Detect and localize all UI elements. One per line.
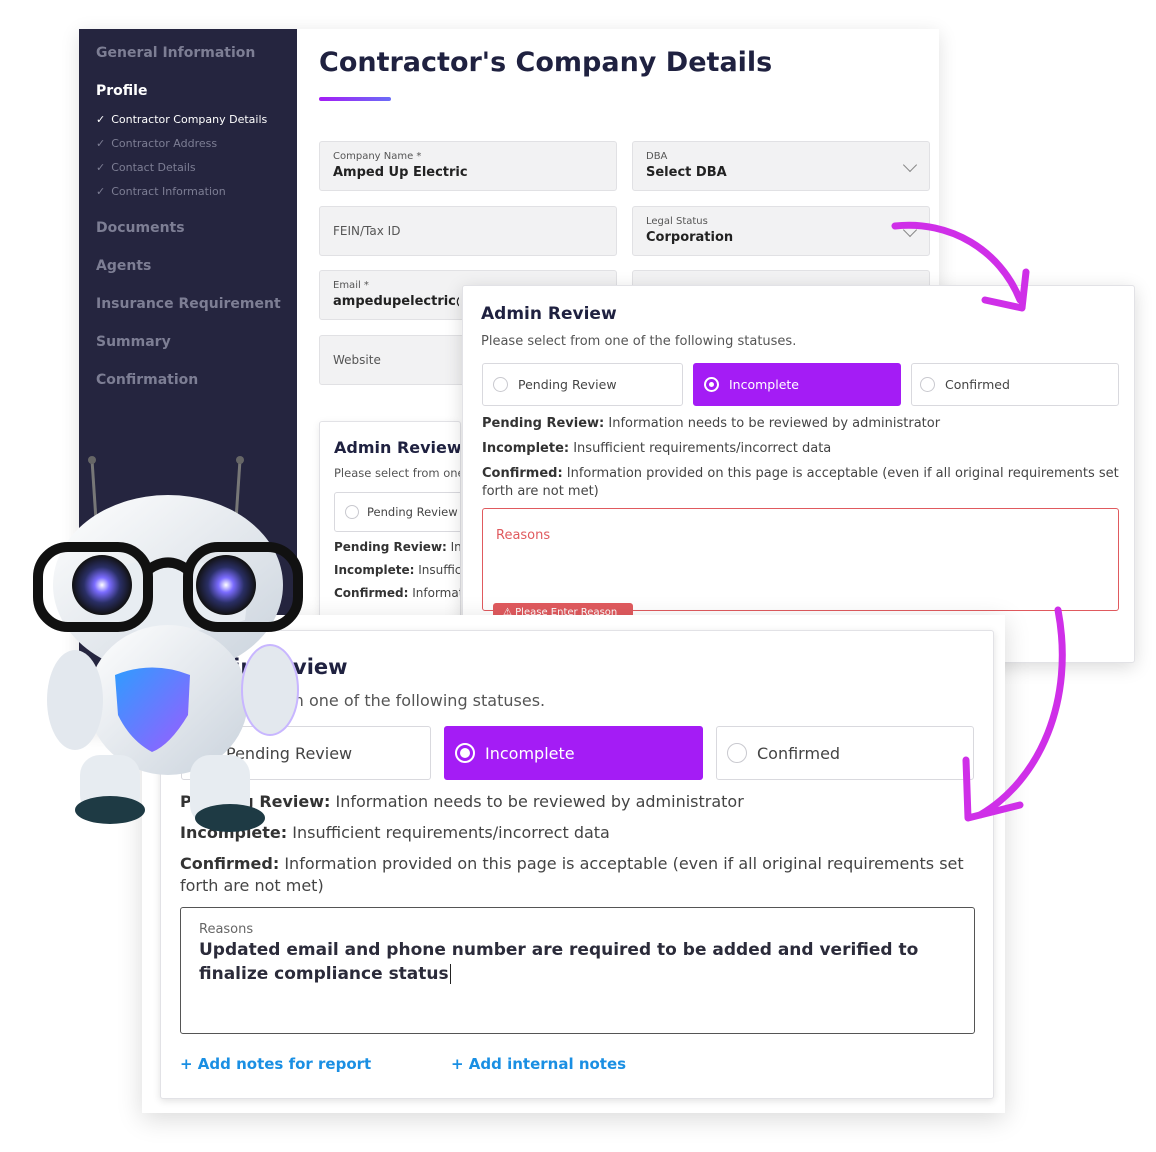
radio-selected-icon xyxy=(455,743,475,763)
add-notes-for-report-link[interactable]: + Add notes for report xyxy=(180,1055,372,1073)
warning-icon: ⚠ xyxy=(503,607,516,618)
incomplete-option[interactable]: Incomplete xyxy=(693,363,901,406)
review-title: Admin Review xyxy=(334,438,461,457)
radio-icon xyxy=(920,377,935,392)
radio-icon xyxy=(345,505,359,519)
sidebar-item-agents[interactable]: Agents xyxy=(96,258,152,274)
legal-status-select[interactable]: Legal Status Corporation xyxy=(632,206,930,256)
review-subtitle: Please select from one of the following … xyxy=(481,334,797,349)
confirmed-option[interactable]: Confirmed xyxy=(716,726,974,780)
arrowhead-icon xyxy=(981,268,1030,312)
check-icon: ✓ xyxy=(96,113,106,126)
admin-review-panel-filled: Admin Review Please select from one of t… xyxy=(157,630,994,1099)
reasons-textarea[interactable]: Reasons Updated email and phone number a… xyxy=(180,907,975,1034)
sidebar-subitem-contract-information[interactable]: ✓ Contract Information xyxy=(96,185,226,198)
company-name-field[interactable]: Company Name * Amped Up Electric xyxy=(319,141,617,191)
confirmed-desc: Confirmed: Information provided on this … xyxy=(482,466,1119,499)
review-title: Admin Review xyxy=(481,304,617,324)
sidebar-subitem-company-details[interactable]: ✓ Contractor Company Details xyxy=(96,113,268,126)
pending-review-option[interactable]: Pending Review xyxy=(482,363,683,406)
incomplete-option[interactable]: Incomplete xyxy=(444,726,703,780)
title-underline xyxy=(319,97,391,101)
radio-icon xyxy=(493,377,508,392)
confirmed-option[interactable]: Confirmed xyxy=(911,363,1119,406)
reasons-label: Reasons xyxy=(199,922,254,937)
sidebar-item-general-information[interactable]: General Information xyxy=(96,45,256,61)
check-icon: ✓ xyxy=(96,161,106,174)
sidebar-subitem-address[interactable]: ✓ Contractor Address xyxy=(96,137,218,150)
pending-desc: Pending Review: Information needs to be … xyxy=(482,416,941,431)
review-subtitle: Please select from one of the following … xyxy=(334,466,460,480)
reasons-value: Updated email and phone number are requi… xyxy=(199,940,919,984)
reasons-label: Reasons xyxy=(496,528,551,543)
check-icon: ✓ xyxy=(96,185,106,198)
arrowhead-icon xyxy=(962,756,1024,822)
pending-desc: Pending Review: Information needs to be … xyxy=(334,540,461,554)
reasons-textarea-error[interactable]: Reasons xyxy=(482,508,1119,611)
add-internal-notes-link[interactable]: + Add internal notes xyxy=(451,1055,627,1073)
sidebar-subitem-contact-details[interactable]: ✓ Contact Details xyxy=(96,161,196,174)
fein-field[interactable]: FEIN/Tax ID xyxy=(319,206,617,256)
confirmed-desc: Confirmed: Information provided on this … xyxy=(180,854,964,895)
incomplete-desc: Incomplete: Insufficient requirements/in… xyxy=(482,441,832,456)
page-title: Contractor's Company Details xyxy=(319,47,773,78)
sidebar-item-documents[interactable]: Documents xyxy=(96,220,185,236)
dba-select[interactable]: DBA Select DBA xyxy=(632,141,930,191)
robot-mascot-illustration xyxy=(33,456,303,832)
sidebar-item-insurance[interactable]: Insurance Requirement xyxy=(96,296,281,312)
radio-icon xyxy=(727,743,747,763)
arrow-down-icon xyxy=(976,606,1066,819)
pending-review-option[interactable]: Pending Review xyxy=(334,492,460,532)
sidebar-item-profile[interactable]: Profile xyxy=(96,83,148,99)
sidebar-item-summary[interactable]: Summary xyxy=(96,334,171,350)
incomplete-desc: Incomplete: Insufficient requirements/in… xyxy=(334,563,461,577)
radio-selected-icon xyxy=(704,377,719,392)
check-icon: ✓ xyxy=(96,137,106,150)
confirmed-desc: Confirmed: Information provided on this … xyxy=(334,586,460,600)
arrow-right-icon xyxy=(891,221,1024,304)
sidebar-item-confirmation[interactable]: Confirmation xyxy=(96,372,199,388)
